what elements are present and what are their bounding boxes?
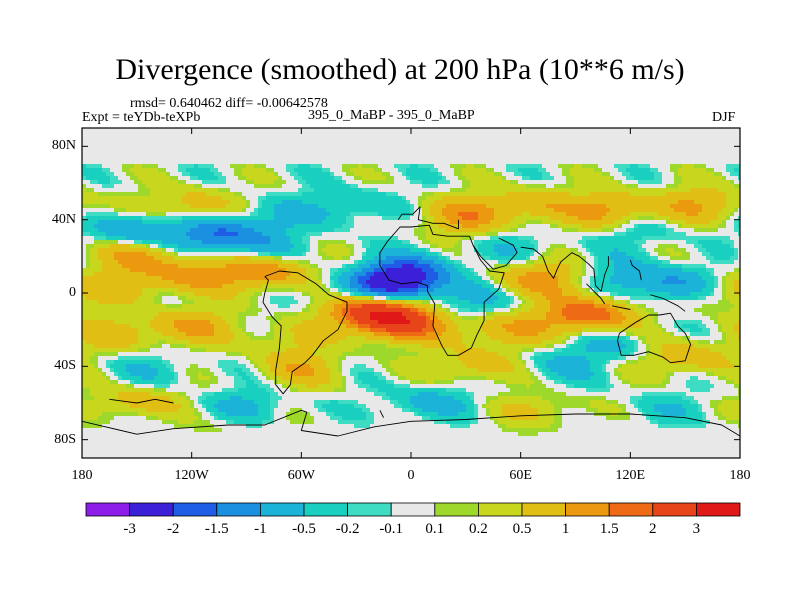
x-tick-label: 120W [174, 468, 209, 483]
y-tick-label: 40N [51, 211, 76, 227]
stats-text: rmsd= 0.640462 diff= -0.00642578 [130, 96, 328, 111]
colorbar-label: -0.1 [379, 521, 403, 537]
y-tick-label: 0 [69, 285, 76, 300]
colorbar-label: -2 [167, 521, 180, 537]
axis-ticks [81, 128, 741, 458]
experiment-label: Expt = teYDb-teXPb [82, 110, 201, 125]
coastline [520, 246, 609, 292]
chart-title: Divergence (smoothed) at 200 hPa (10**6 … [115, 53, 685, 86]
colorbar-swatch [216, 502, 261, 517]
divergence-field [82, 128, 740, 458]
colorbar-label: -1 [254, 521, 267, 537]
coastline [109, 398, 174, 404]
colorbar-swatch [85, 502, 130, 517]
colorbar: -3 -2 -1.5 -1 -0.5 -0.2 -0.1 0.1 0.2 0.5 1 1.5 2 3 [85, 502, 741, 537]
colorbar-swatch [390, 502, 436, 517]
coastline [379, 224, 505, 356]
colorbar-label: -0.5 [292, 521, 316, 537]
colorbar-swatch [521, 502, 566, 517]
x-tick-label: 0 [407, 468, 415, 483]
colorbar-swatch [477, 502, 523, 517]
comparison-label: 395_0_MaBP - 395_0_MaBP [308, 108, 475, 123]
colorbar-label: 0.1 [425, 521, 444, 537]
colorbar-swatch [652, 502, 697, 517]
colorbar-swatch [303, 502, 348, 517]
colorbar-label: 3 [693, 521, 701, 537]
colorbar-swatch [172, 502, 218, 517]
coastline [586, 283, 606, 305]
coastline [262, 270, 348, 395]
coastline [629, 259, 642, 281]
colorbar-label: -3 [123, 521, 136, 537]
colorbar-label: 0.5 [513, 521, 532, 537]
continent-outline [82, 206, 740, 437]
colorbar-label: 2 [649, 521, 657, 537]
coastline [612, 305, 631, 310]
colorbar-swatch [608, 502, 654, 517]
coastline [379, 410, 385, 418]
coastline [650, 294, 686, 312]
colorbar-label: -0.2 [336, 521, 360, 537]
y-tick-label: 80N [51, 138, 76, 154]
coastline [617, 312, 692, 364]
x-tick-label: 180 [729, 468, 751, 483]
x-tick-label: 60E [509, 468, 532, 483]
colorbar-label: -1.5 [205, 521, 229, 537]
colorbar-label: 1 [562, 521, 570, 537]
coastline [472, 237, 518, 270]
colorbar-swatch [696, 502, 741, 517]
x-tick-label: 180 [71, 468, 93, 483]
colorbar-label: 1.5 [600, 521, 619, 537]
colorbar-swatch [347, 502, 392, 517]
coastline [82, 409, 740, 437]
coastline [397, 206, 459, 230]
season-label: DJF [712, 110, 736, 125]
x-tick-label: 60W [287, 468, 315, 483]
y-tick-label: 40S [54, 358, 76, 374]
colorbar-swatch [434, 502, 479, 517]
x-tick-label: 120E [615, 468, 646, 483]
colorbar-swatch [129, 502, 174, 517]
y-tick-label: 80S [54, 431, 76, 447]
colorbar-swatch [259, 502, 305, 517]
colorbar-label: 0.2 [469, 521, 488, 537]
colorbar-swatch [565, 502, 610, 517]
